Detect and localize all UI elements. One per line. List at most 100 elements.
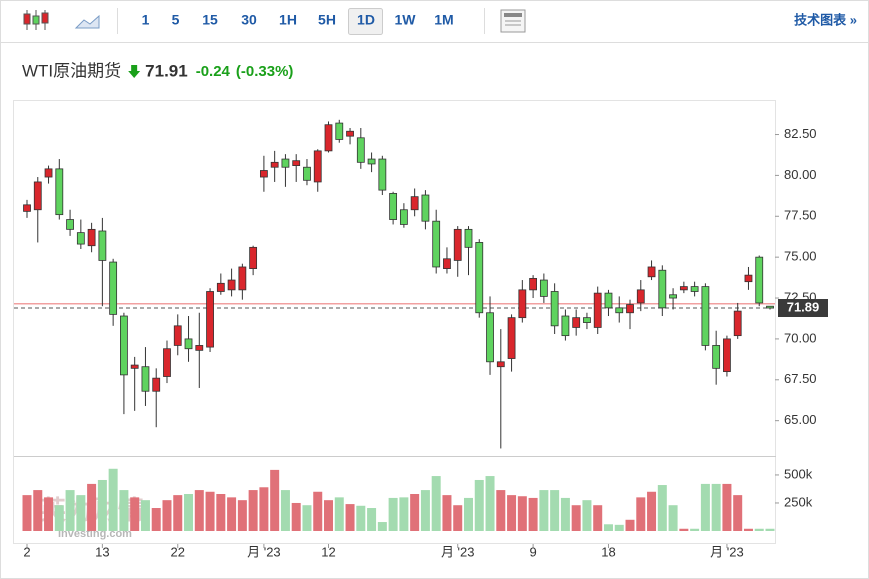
x-tick-label: 月 '23 [441,544,475,559]
interval-button[interactable]: 1 [142,12,150,28]
candle-body [539,279,548,297]
volume-bar [743,528,753,531]
candle-body [733,310,742,337]
candle-body [399,209,408,225]
interval-button[interactable]: 5 [172,12,180,28]
candle-body [507,317,516,359]
line-icon[interactable] [74,14,100,29]
x-tick-label: 月 '23 [247,544,281,559]
volume-bar [259,487,269,531]
candle-body [561,315,570,337]
candle-body [346,130,354,137]
volume-bar [442,495,452,531]
interval-button[interactable]: 1H [279,12,297,28]
candle-body [723,338,731,373]
volume-bar [528,497,538,531]
volume-bar [302,505,312,531]
price: 71.91 [145,61,188,80]
plot-frame [13,100,776,544]
candle-body [755,256,764,304]
candle-body [87,228,96,247]
volume-bar [65,490,75,531]
candle-body [443,258,451,270]
candle-body [410,196,419,211]
volume-bar [388,497,398,531]
volume-bar [184,494,194,531]
candle-body [120,315,128,376]
volume-bar [140,500,150,531]
candle-body [249,246,258,270]
volume-bar [765,528,775,531]
volume-bar [711,483,721,531]
volume-bar [625,519,635,531]
x-tick-label: 月 '23 [710,544,744,559]
volume-bar [496,490,506,531]
candle-body [76,232,85,245]
candle-body [679,286,688,291]
candle-body [583,317,591,323]
y-tick-label: 80.00 [784,167,817,182]
volume-bar [399,497,409,531]
candle-body [281,158,290,168]
volume-bar [280,490,290,531]
volume-bar [410,494,420,531]
volume-bar [356,505,366,531]
candle-body [109,261,118,315]
candle-body [55,168,64,216]
candle-body [389,192,398,220]
candle-body [335,122,344,140]
volume-bar [453,505,463,531]
settings-icon[interactable] [500,9,526,33]
volume-bar [151,508,161,531]
volume-bar [324,500,334,531]
x-tick-label: 12 [321,544,335,559]
volume-bar [291,502,301,531]
candle-body [464,228,473,248]
candle-icon[interactable] [23,10,49,30]
y-tick-label: 75.00 [784,249,817,264]
y-tick-label: 70.00 [784,330,817,345]
volume-bar [248,490,258,531]
candle-body [486,312,494,363]
candle-body [292,160,301,166]
candle-body [647,266,656,278]
tech-chart-link[interactable]: 技术图表 » [794,12,857,27]
volume-bar [377,522,387,531]
volume-bar [754,528,764,531]
candle-body [44,168,53,178]
candle-body [270,161,279,168]
volume-bar [657,485,667,531]
interval-button[interactable]: 1W [395,12,417,28]
candle-body [669,294,677,299]
candle-body [453,228,462,261]
volume-bar [582,500,592,531]
candle-body [518,289,527,319]
candle-body [712,345,721,369]
volume-bar [539,490,549,531]
interval-button[interactable]: 15 [202,12,218,28]
last-price-tag [778,299,828,318]
candle-body [496,361,505,368]
candle-body [23,204,31,212]
interval-button[interactable]: 1D [357,12,375,28]
candle-body [690,286,699,292]
volume-bar [507,495,517,531]
volume-bar [733,495,743,531]
x-tick-label: 18 [601,544,615,559]
candle-body [163,348,171,377]
candle-body [152,377,161,392]
candle-body [324,124,333,152]
volume-bar [636,497,646,531]
interval-button[interactable]: 1M [434,12,453,28]
candle-body [227,279,236,291]
change-percent: (-0.33%) [236,63,294,80]
candle-body [572,317,581,328]
interval-button[interactable]: 30 [241,12,257,28]
volume-bar [668,505,678,531]
candle-body [98,230,107,261]
interval-button[interactable]: 5H [318,12,336,28]
volume-bar [431,476,441,531]
volume-bar [270,469,280,531]
